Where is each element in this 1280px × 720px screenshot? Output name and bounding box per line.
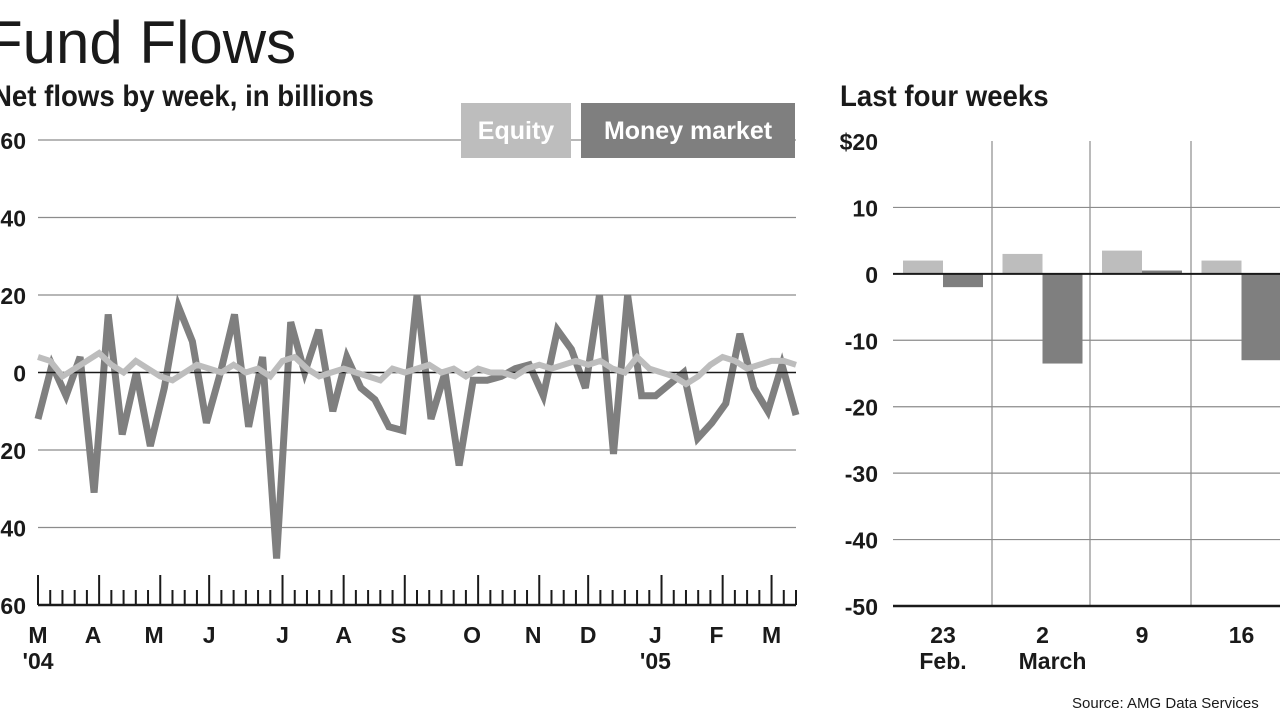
x-month-label: D bbox=[580, 622, 597, 648]
left-chart-gridlines bbox=[38, 139, 796, 529]
y-tick-label: -10 bbox=[845, 328, 878, 354]
x-month-label: M bbox=[762, 622, 781, 648]
x-category-label: 23 bbox=[930, 622, 956, 648]
x-month-label: J bbox=[276, 622, 289, 648]
source-note: Source: AMG Data Services bbox=[1072, 695, 1259, 712]
money-market-bar bbox=[943, 273, 983, 288]
x-month-label: A bbox=[85, 622, 102, 648]
y-tick-label: 0 bbox=[13, 361, 26, 387]
y-tick-label: 60 bbox=[0, 593, 26, 619]
right-chart-gridlines bbox=[893, 141, 1280, 607]
legend-equity-swatch bbox=[461, 103, 571, 158]
equity-bar bbox=[903, 260, 943, 274]
x-category-label: 16 bbox=[1229, 622, 1255, 648]
right-chart-bars bbox=[893, 250, 1280, 364]
legend-equity-label: Equity bbox=[478, 117, 554, 145]
y-tick-label: -30 bbox=[845, 461, 878, 487]
x-month-label: J bbox=[203, 622, 216, 648]
left-chart-series bbox=[34, 293, 800, 559]
y-tick-label: 40 bbox=[0, 206, 26, 232]
equity-line bbox=[37, 349, 797, 388]
x-month-label: O bbox=[463, 622, 481, 648]
legend-money-market-swatch bbox=[581, 103, 795, 158]
equity-bar bbox=[1201, 260, 1242, 274]
x-month-label: M bbox=[145, 622, 164, 648]
equity-bar bbox=[1002, 253, 1043, 274]
x-month-label: A bbox=[335, 622, 352, 648]
y-tick-label: 20 bbox=[0, 438, 26, 464]
x-month-label: Feb. bbox=[919, 648, 966, 674]
y-tick-label: 0 bbox=[865, 262, 878, 288]
page-title: Fund Flows bbox=[0, 9, 297, 76]
x-month-label: J bbox=[649, 622, 662, 648]
y-tick-label: 60 bbox=[0, 128, 26, 154]
x-month-label: M bbox=[28, 622, 47, 648]
right-chart-subtitle: Last four weeks bbox=[840, 80, 1049, 113]
x-month-label: F bbox=[710, 622, 724, 648]
y-tick-label: 20 bbox=[0, 283, 26, 309]
money-market-line bbox=[34, 293, 800, 559]
legend: Equity Money market bbox=[461, 103, 795, 158]
legend-money-market-label: Money market bbox=[604, 117, 773, 145]
y-tick-label: $20 bbox=[840, 129, 878, 155]
x-month-label: S bbox=[391, 622, 406, 648]
x-month-label: March bbox=[1019, 648, 1087, 674]
x-category-label: 2 bbox=[1036, 622, 1049, 648]
left-chart-subtitle: Net flows by week, in billions bbox=[0, 80, 374, 113]
x-year-label: '04 bbox=[22, 648, 53, 674]
x-month-label: N bbox=[525, 622, 542, 648]
money-market-bar bbox=[1241, 273, 1280, 361]
y-tick-label: -40 bbox=[845, 528, 878, 554]
x-year-label: '05 bbox=[640, 648, 671, 674]
money-market-bar bbox=[1142, 270, 1182, 274]
equity-bar bbox=[1102, 250, 1142, 274]
y-tick-label: 10 bbox=[852, 195, 878, 221]
money-market-bar bbox=[1042, 273, 1083, 364]
y-tick-label: 40 bbox=[0, 516, 26, 542]
x-category-label: 9 bbox=[1136, 622, 1149, 648]
y-tick-label: -20 bbox=[845, 395, 878, 421]
y-tick-label: -50 bbox=[845, 594, 878, 620]
